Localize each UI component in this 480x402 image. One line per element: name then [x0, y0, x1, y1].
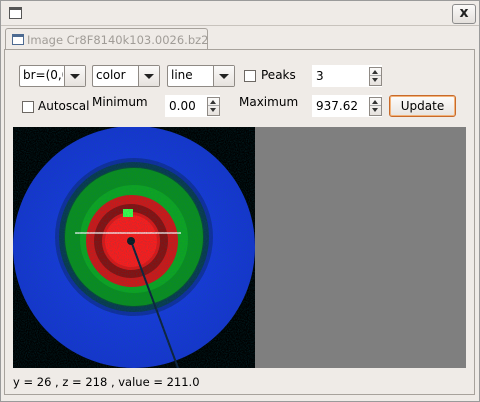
peaks-value: 3	[316, 69, 324, 83]
noise-overlay	[13, 127, 255, 368]
minimum-spinner[interactable]: 0.00	[165, 95, 220, 117]
empty-plot-area	[255, 127, 466, 368]
maximum-value: 937.62	[316, 99, 358, 113]
slice-select-value: br=(0,0	[23, 68, 63, 82]
update-button[interactable]: Update	[389, 95, 456, 117]
spinner-arrows-icon[interactable]	[369, 67, 382, 86]
chevron-down-icon[interactable]	[64, 66, 85, 86]
diffraction-image[interactable]	[13, 127, 255, 368]
autoscale-label: Autoscal	[38, 99, 90, 113]
peaks-spinner[interactable]: 3	[312, 65, 382, 87]
maximum-label: Maximum	[239, 95, 299, 109]
image-plot[interactable]	[13, 127, 466, 368]
window-icon	[12, 34, 24, 45]
title-bar: x	[1, 1, 479, 26]
slice-select[interactable]: br=(0,0	[19, 65, 86, 87]
line-select[interactable]: line	[167, 65, 235, 87]
chevron-down-icon[interactable]	[138, 66, 159, 86]
peaks-checkbox[interactable]	[244, 70, 256, 82]
minimum-value: 0.00	[169, 99, 196, 113]
line-select-value: line	[171, 68, 193, 82]
peaks-label: Peaks	[261, 68, 296, 82]
window-icon	[9, 7, 22, 19]
tab-image[interactable]: Image Cr8F8140k103.0026.bz2	[5, 28, 208, 51]
spinner-arrows-icon[interactable]	[369, 97, 382, 116]
color-select-value: color	[96, 68, 126, 82]
autoscale-checkbox[interactable]	[22, 101, 34, 113]
maximum-spinner[interactable]: 937.62	[312, 95, 382, 117]
tab-label: Image Cr8F8140k103.0026.bz2	[27, 33, 209, 47]
spinner-arrows-icon[interactable]	[207, 97, 220, 116]
status-readout: y = 26 , z = 218 , value = 211.0	[13, 375, 200, 389]
color-select[interactable]: color	[92, 65, 160, 87]
minimum-label: Minimum	[92, 95, 148, 109]
close-button[interactable]: x	[452, 4, 476, 24]
chevron-down-icon[interactable]	[213, 66, 234, 86]
